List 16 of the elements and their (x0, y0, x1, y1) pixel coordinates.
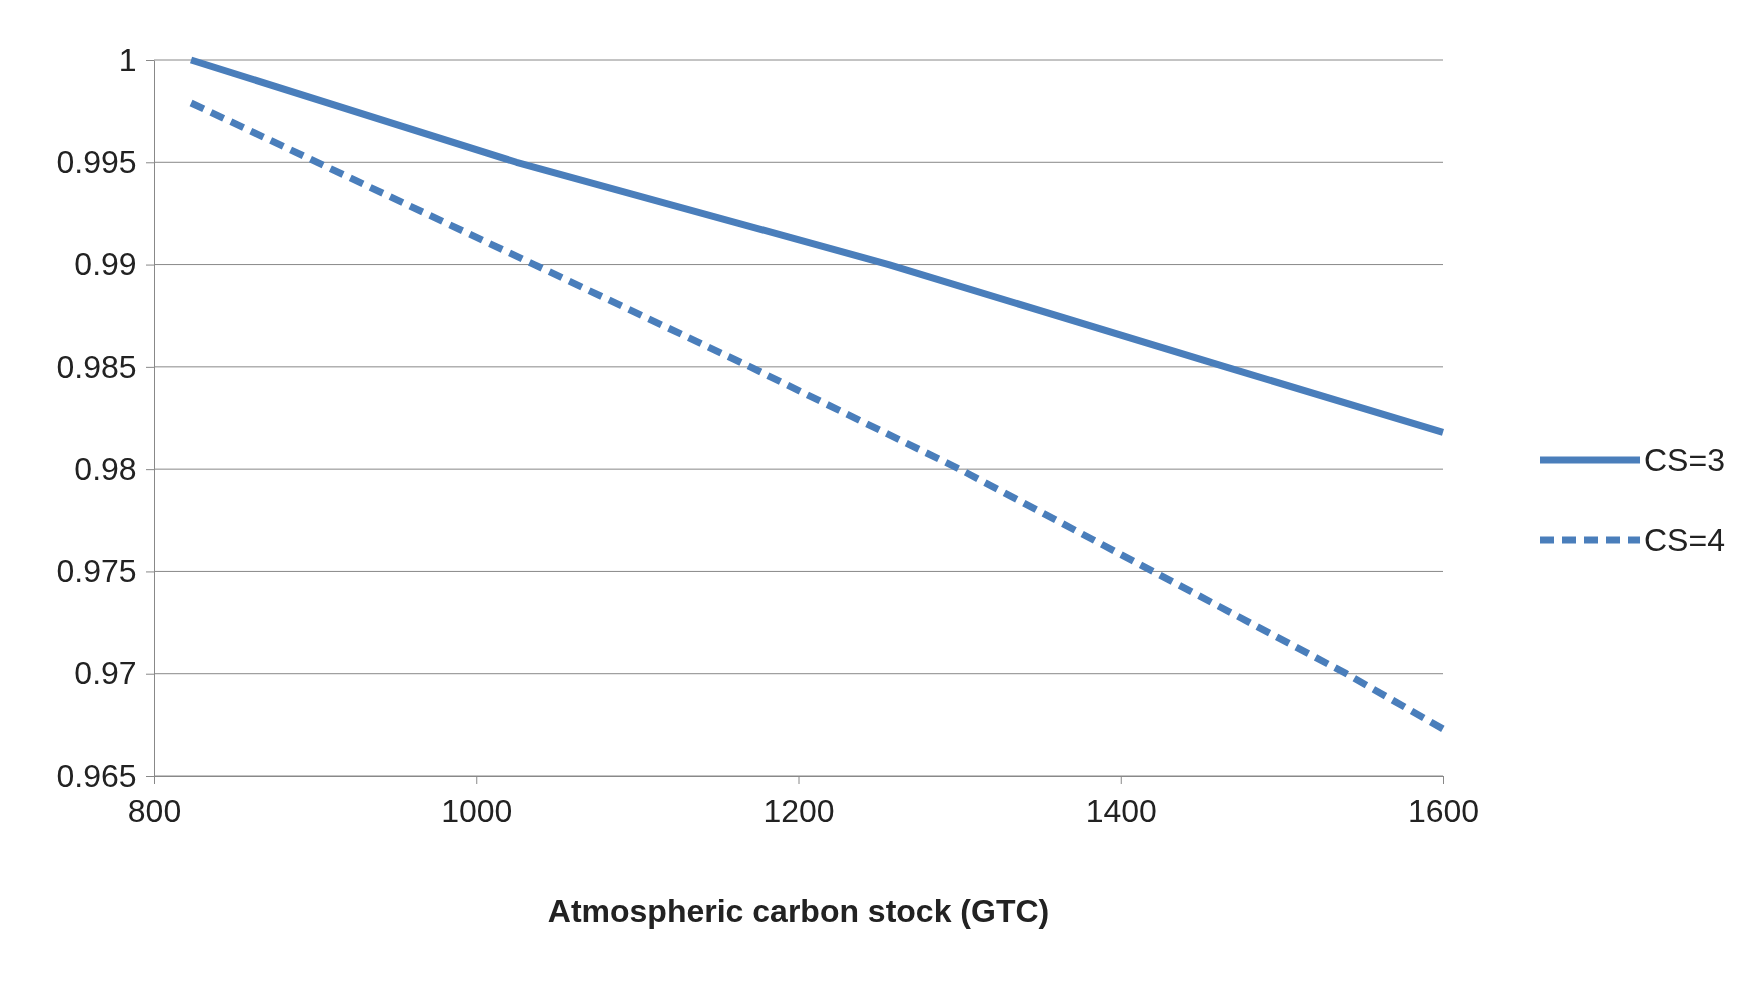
y-tick-label: 0.97 (74, 655, 137, 692)
y-tick-label: 0.99 (74, 246, 137, 283)
x-tick-label: 800 (127, 793, 182, 830)
y-tick-label: 0.965 (56, 757, 137, 794)
y-tick-label: 0.985 (56, 348, 137, 385)
legend-label: CS=3 (1644, 442, 1725, 478)
x-tick-label: 1400 (1085, 793, 1157, 830)
x-tick-label: 1000 (441, 793, 513, 830)
y-tick-label: 0.98 (74, 450, 137, 487)
y-tick-label: 0.995 (56, 144, 137, 181)
x-tick-label: 1600 (1407, 793, 1480, 830)
x-axis-title: Atmospheric carbon stock (GTC) (547, 893, 1050, 929)
x-tick-label: 1200 (763, 793, 835, 830)
y-tick-label: 1 (118, 41, 137, 78)
y-tick-label: 0.975 (56, 553, 137, 590)
legend-label: CS=4 (1644, 522, 1725, 558)
